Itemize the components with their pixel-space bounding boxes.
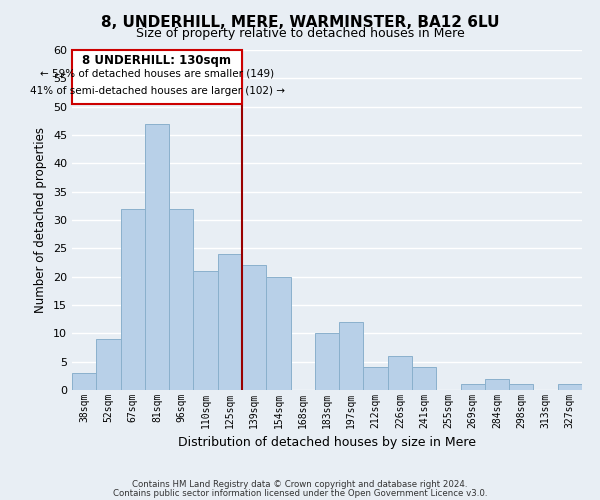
Text: Size of property relative to detached houses in Mere: Size of property relative to detached ho…	[136, 28, 464, 40]
Bar	[72, 50, 242, 104]
Bar	[218, 254, 242, 390]
Bar	[242, 266, 266, 390]
Text: 8 UNDERHILL: 130sqm: 8 UNDERHILL: 130sqm	[83, 54, 232, 66]
Bar	[509, 384, 533, 390]
Bar	[315, 334, 339, 390]
Bar	[121, 208, 145, 390]
Bar	[461, 384, 485, 390]
Bar	[169, 208, 193, 390]
Bar	[266, 276, 290, 390]
Bar	[558, 384, 582, 390]
Bar	[412, 368, 436, 390]
Bar	[96, 339, 121, 390]
Bar	[339, 322, 364, 390]
Bar	[145, 124, 169, 390]
Text: Contains HM Land Registry data © Crown copyright and database right 2024.: Contains HM Land Registry data © Crown c…	[132, 480, 468, 489]
Bar	[193, 271, 218, 390]
Text: 41% of semi-detached houses are larger (102) →: 41% of semi-detached houses are larger (…	[29, 86, 284, 96]
Bar	[388, 356, 412, 390]
Text: ← 59% of detached houses are smaller (149): ← 59% of detached houses are smaller (14…	[40, 69, 274, 79]
Y-axis label: Number of detached properties: Number of detached properties	[34, 127, 47, 313]
X-axis label: Distribution of detached houses by size in Mere: Distribution of detached houses by size …	[178, 436, 476, 450]
Bar	[485, 378, 509, 390]
Bar	[364, 368, 388, 390]
Bar	[72, 373, 96, 390]
Text: Contains public sector information licensed under the Open Government Licence v3: Contains public sector information licen…	[113, 488, 487, 498]
Text: 8, UNDERHILL, MERE, WARMINSTER, BA12 6LU: 8, UNDERHILL, MERE, WARMINSTER, BA12 6LU	[101, 15, 499, 30]
